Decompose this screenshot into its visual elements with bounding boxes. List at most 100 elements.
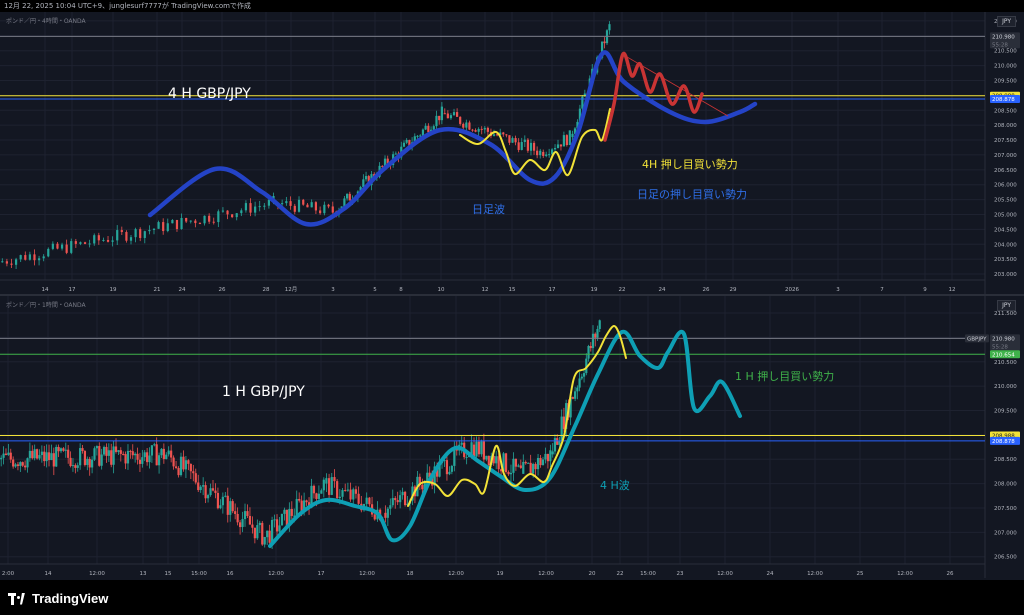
candle-body <box>288 508 291 526</box>
x-tick-label: 29 <box>730 287 737 293</box>
x-tick-label: 9 <box>923 287 927 293</box>
candle-body <box>143 452 146 458</box>
candle-body <box>460 442 463 445</box>
candle-body <box>603 41 606 44</box>
candle-body <box>394 153 397 155</box>
candle-body <box>263 205 266 207</box>
chart-4h[interactable]: 211.500211.000210.500210.000209.500209.0… <box>0 12 1024 295</box>
candle-body <box>418 476 421 485</box>
y-tick-label: 204.500 <box>994 227 1017 233</box>
candle-body <box>576 387 579 392</box>
candle-body <box>170 450 173 458</box>
candle-body <box>174 466 178 468</box>
candle-body <box>117 450 120 452</box>
currency-button-4h[interactable]: JPY <box>997 16 1016 27</box>
candle-body <box>576 121 579 129</box>
candle-body <box>327 478 331 495</box>
candle-body <box>248 515 252 525</box>
candle-body <box>293 515 296 517</box>
chart-4h-svg[interactable]: 211.500211.000210.500210.000209.500209.0… <box>0 12 1024 295</box>
candle-body <box>553 438 557 452</box>
candle-body <box>62 448 65 451</box>
y-tick-label: 206.500 <box>994 168 1017 174</box>
candle-body <box>541 459 545 466</box>
candle-body <box>141 457 144 464</box>
y-tick-label: 208.000 <box>994 123 1017 129</box>
candle-body <box>483 127 486 130</box>
candle-body <box>55 446 58 467</box>
candle-body <box>28 254 31 260</box>
candle-body <box>281 203 284 205</box>
y-tick-label: 205.000 <box>994 212 1017 218</box>
annotation-text: 1 H 押し目買い勢力 <box>735 369 834 383</box>
candle-body <box>175 219 179 230</box>
countdown-label: 55:28 <box>992 42 1008 48</box>
candle-body <box>278 525 281 532</box>
candle-body <box>480 128 483 130</box>
candle-body <box>258 522 261 526</box>
currency-button-1h[interactable]: JPY <box>997 300 1016 311</box>
candle-body <box>317 493 320 499</box>
candle-body <box>105 446 108 456</box>
candle-body <box>298 498 301 501</box>
candle-body <box>152 228 156 230</box>
candle-body <box>240 210 243 214</box>
chart-1h-svg[interactable]: 211.500211.000210.500210.000209.500209.0… <box>0 296 1024 580</box>
x-tick-label: 12 <box>482 287 489 293</box>
candle-body <box>580 376 583 379</box>
x-tick-label: 13 <box>140 571 147 577</box>
candle-body <box>305 500 308 503</box>
candle-body <box>241 519 244 528</box>
candle-body <box>487 455 490 465</box>
candle-body <box>474 130 477 132</box>
candle-body <box>47 248 50 257</box>
candle-body <box>221 210 225 212</box>
candle-body <box>445 460 449 475</box>
candle-body <box>571 133 574 138</box>
chart-1h[interactable]: 211.500211.000210.500210.000209.500209.0… <box>0 296 1024 580</box>
candle-body <box>59 448 63 452</box>
candle-body <box>546 453 550 462</box>
candle-body <box>60 244 64 249</box>
candle-body <box>126 450 130 464</box>
x-tick-label: 21 <box>154 287 161 293</box>
footer-bar: TradingView <box>0 580 1024 615</box>
candle-body <box>28 450 32 459</box>
candle-body <box>74 241 77 244</box>
candle-body <box>423 480 426 490</box>
candle-body <box>273 519 276 521</box>
y-tick-label: 210.000 <box>994 384 1017 390</box>
candle-body <box>582 373 586 377</box>
price-tag <box>990 350 1020 359</box>
y-tick-label: 207.500 <box>994 138 1017 144</box>
candle-body <box>427 125 430 133</box>
candle-body <box>102 239 105 241</box>
candle-body <box>500 469 503 472</box>
pane-separator[interactable] <box>0 294 1024 296</box>
candle-body <box>236 513 239 523</box>
x-tick-label: 12:00 <box>448 571 464 577</box>
candle-body <box>16 464 20 466</box>
candle-body <box>325 478 328 484</box>
x-tick-label: 2026 <box>785 287 799 293</box>
y-tick-label: 207.500 <box>994 506 1017 512</box>
candle-body <box>79 448 82 466</box>
candle-body <box>514 458 517 467</box>
candle-body <box>268 530 271 543</box>
candle-body <box>33 254 36 261</box>
candle-body <box>116 230 119 241</box>
candle-body <box>549 450 552 462</box>
candle-body <box>562 135 566 147</box>
candle-body <box>456 112 459 117</box>
candle-body <box>261 522 264 545</box>
x-tick-label: 2:00 <box>2 571 15 577</box>
symbol-label-1h: ポンド／円・1時間・OANDA <box>6 302 86 309</box>
candle-body <box>462 123 465 128</box>
candle-body <box>544 453 547 460</box>
tradingview-brand[interactable]: TradingView <box>8 591 108 606</box>
candle-body <box>512 458 515 473</box>
candle-body <box>365 497 368 504</box>
candle-body <box>229 501 232 515</box>
candle-body <box>499 132 502 136</box>
candle-body <box>509 472 513 475</box>
